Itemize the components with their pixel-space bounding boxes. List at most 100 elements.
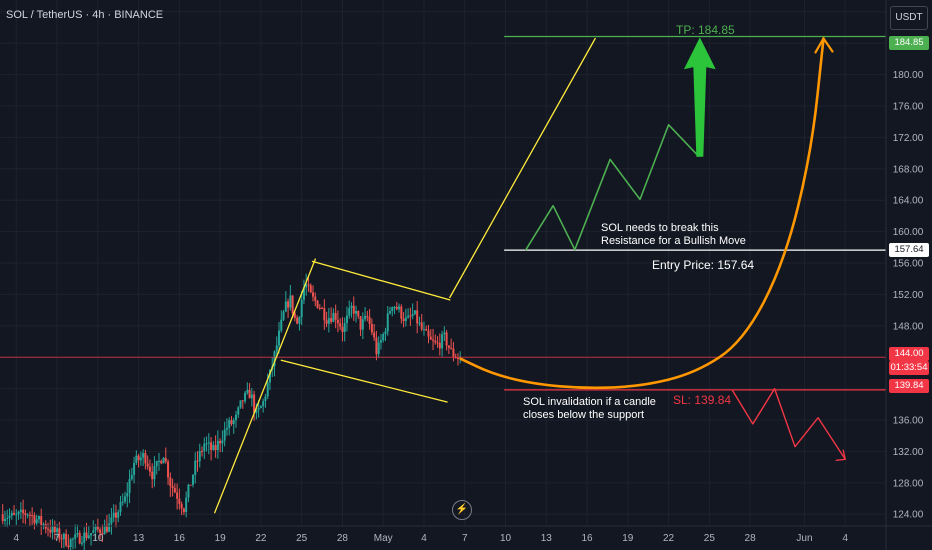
- candle-body: [139, 457, 142, 461]
- resistance-note-line1: SOL needs to break this: [601, 222, 719, 234]
- green-arrow: [683, 37, 716, 157]
- candle-body: [85, 532, 88, 539]
- candle-body: [49, 529, 52, 533]
- candle-body: [144, 453, 147, 464]
- candle-body: [429, 336, 432, 340]
- candle-body: [350, 305, 353, 309]
- x-tick-label: 19: [622, 533, 634, 544]
- candle-body: [37, 516, 40, 520]
- candle-body: [246, 389, 249, 393]
- candle-body: [400, 306, 403, 319]
- candle-body: [248, 389, 251, 399]
- candle-body: [379, 340, 382, 343]
- candle-body: [151, 471, 154, 480]
- candle-body: [182, 508, 185, 513]
- candle-body: [250, 394, 253, 399]
- green-projection-path: [525, 124, 700, 251]
- candle-body: [153, 466, 156, 480]
- candle-body: [239, 400, 242, 408]
- candle-body: [10, 512, 13, 516]
- candle-body: [3, 518, 6, 522]
- x-tick-label: 28: [337, 533, 349, 544]
- x-tick-label: 4: [421, 533, 427, 544]
- candle-body: [142, 453, 145, 458]
- current-price-tag: 144.00: [889, 347, 929, 361]
- candle-body: [370, 324, 373, 333]
- candle-body: [191, 475, 194, 485]
- candle-body: [253, 394, 256, 413]
- candle-body: [17, 511, 20, 515]
- candle-body: [452, 348, 455, 357]
- candle-body: [214, 445, 217, 451]
- x-tick-label: May: [374, 533, 393, 544]
- candle-body: [382, 334, 385, 341]
- candle-body: [436, 342, 439, 344]
- candle-body: [24, 513, 27, 516]
- y-tick-label: 160.00: [893, 227, 924, 238]
- candle-body: [221, 440, 224, 444]
- candle-body: [268, 369, 271, 383]
- candle-body: [185, 497, 188, 513]
- currency-button[interactable]: USDT: [890, 6, 928, 30]
- resistance-note: SOL needs to break this Resistance for a…: [601, 222, 746, 248]
- candle-body: [83, 532, 86, 543]
- candles: [1, 273, 462, 550]
- candle-body: [264, 396, 267, 402]
- candle-body: [450, 347, 453, 349]
- candle-body: [334, 312, 337, 320]
- candle-body: [157, 460, 160, 462]
- countdown-tag: 01:33:54: [889, 361, 929, 375]
- candle-body: [13, 512, 16, 515]
- candle-body: [155, 460, 158, 467]
- y-tick-label: 128.00: [893, 478, 924, 489]
- y-tick-label: 132.00: [893, 447, 924, 458]
- candle-body: [216, 440, 219, 451]
- candle-body: [99, 529, 102, 533]
- candle-body: [361, 319, 364, 330]
- x-tick-label: Jun: [796, 533, 812, 544]
- candle-body: [336, 319, 339, 324]
- projection-line: [449, 37, 596, 299]
- orange-curve: [459, 37, 825, 390]
- x-tick-label: 10: [500, 533, 512, 544]
- candle-body: [413, 310, 416, 315]
- candle-body: [298, 317, 301, 324]
- candle-body: [121, 501, 124, 503]
- sl-price-tag: 139.84: [889, 379, 929, 393]
- candle-body: [305, 284, 308, 288]
- candle-body: [78, 533, 81, 544]
- candle-body: [112, 512, 115, 518]
- red-arrowhead: [835, 449, 847, 461]
- candle-body: [203, 443, 206, 452]
- candle-body: [230, 420, 233, 424]
- candle-body: [194, 460, 197, 476]
- candle-body: [255, 409, 258, 413]
- candle-body: [58, 528, 61, 539]
- candle-body: [160, 460, 163, 464]
- candle-body: [103, 525, 106, 535]
- channel-lower-line: [280, 359, 448, 403]
- candle-body: [31, 515, 34, 517]
- candle-body: [92, 530, 95, 534]
- tp-label: TP: 184.85: [676, 23, 735, 37]
- candle-body: [345, 315, 348, 324]
- candle-body: [422, 329, 425, 331]
- candle-body: [355, 310, 358, 314]
- candle-body: [257, 407, 260, 410]
- orange-arrowhead: [814, 36, 834, 54]
- candle-body: [196, 460, 199, 462]
- candle-body: [282, 311, 285, 320]
- sl-label: SL: 139.84: [673, 393, 732, 407]
- lightning-icon[interactable]: ⚡: [452, 500, 472, 520]
- candle-body: [128, 479, 131, 494]
- candle-body: [135, 455, 138, 463]
- candle-body: [101, 532, 104, 535]
- resistance-note-line2: Resistance for a Bullish Move: [601, 235, 746, 247]
- candle-body: [456, 357, 459, 359]
- candle-body: [330, 318, 333, 322]
- candle-body: [293, 313, 296, 318]
- symbol-title: SOL / TetherUS · 4h · BINANCE: [6, 9, 164, 21]
- candle-body: [441, 334, 444, 349]
- invalidation-note-line2: closes below the support: [523, 409, 645, 421]
